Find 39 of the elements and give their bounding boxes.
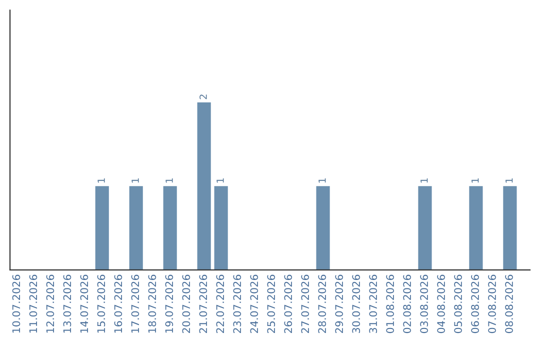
x-tick-label: 23.07.2026 <box>233 274 242 334</box>
x-tick-label: 13.07.2026 <box>63 274 72 333</box>
x-tick-label: 14.07.2026 <box>80 274 88 333</box>
x-tick-label: 19.07.2026 <box>165 274 174 333</box>
x-tick-label: 17.07.2026 <box>131 274 140 333</box>
x-tick-label: 02.08.2026 <box>403 274 412 334</box>
x-tick-label: 08.08.2026 <box>505 274 513 334</box>
x-tick-label: 30.07.2026 <box>352 274 360 333</box>
x-tick-label: 27.07.2026 <box>301 274 310 334</box>
x-tick-label: 26.07.2026 <box>284 274 292 334</box>
x-tick-label: 12.07.2026 <box>46 274 54 333</box>
x-tick-label: 01.08.2026 <box>386 274 394 334</box>
data-label: 1 <box>472 178 479 183</box>
x-tick-label: 18.07.2026 <box>148 274 156 333</box>
x-tick-label: 21.07.2026 <box>199 274 208 334</box>
x-tick-label: 28.07.2026 <box>318 274 326 334</box>
x-tick-label: 24.07.2026 <box>250 274 258 334</box>
x-tick-label: 31.07.2026 <box>369 274 378 333</box>
x-tick-label: 15.07.2026 <box>97 274 106 333</box>
x-tick-label: 06.08.2026 <box>471 274 479 334</box>
data-label: 1 <box>318 178 326 183</box>
data-label: 1 <box>420 178 428 183</box>
x-tick-label: 22.07.2026 <box>216 274 224 334</box>
x-tick-label: 05.08.2026 <box>454 274 462 334</box>
data-label: 1 <box>506 178 513 183</box>
x-tick-label: 03.08.2026 <box>420 274 428 334</box>
x-tick-label: 25.07.2026 <box>267 274 276 334</box>
x-tick-label: 07.08.2026 <box>488 274 496 334</box>
data-label: 1 <box>166 178 173 183</box>
data-label: 2 <box>200 94 207 100</box>
x-tick-label: 20.07.2026 <box>182 274 190 334</box>
x-tick-label: 04.08.2026 <box>437 274 446 334</box>
data-label: 1 <box>216 178 224 183</box>
x-tick-label: 10.07.2026 <box>12 274 20 333</box>
x-tick-label: 29.07.2026 <box>335 274 344 334</box>
data-label: 1 <box>132 178 139 183</box>
x-tick-label: 16.07.2026 <box>114 274 122 333</box>
x-tick-label: 11.07.2026 <box>29 274 38 333</box>
data-label: 1 <box>98 178 105 183</box>
